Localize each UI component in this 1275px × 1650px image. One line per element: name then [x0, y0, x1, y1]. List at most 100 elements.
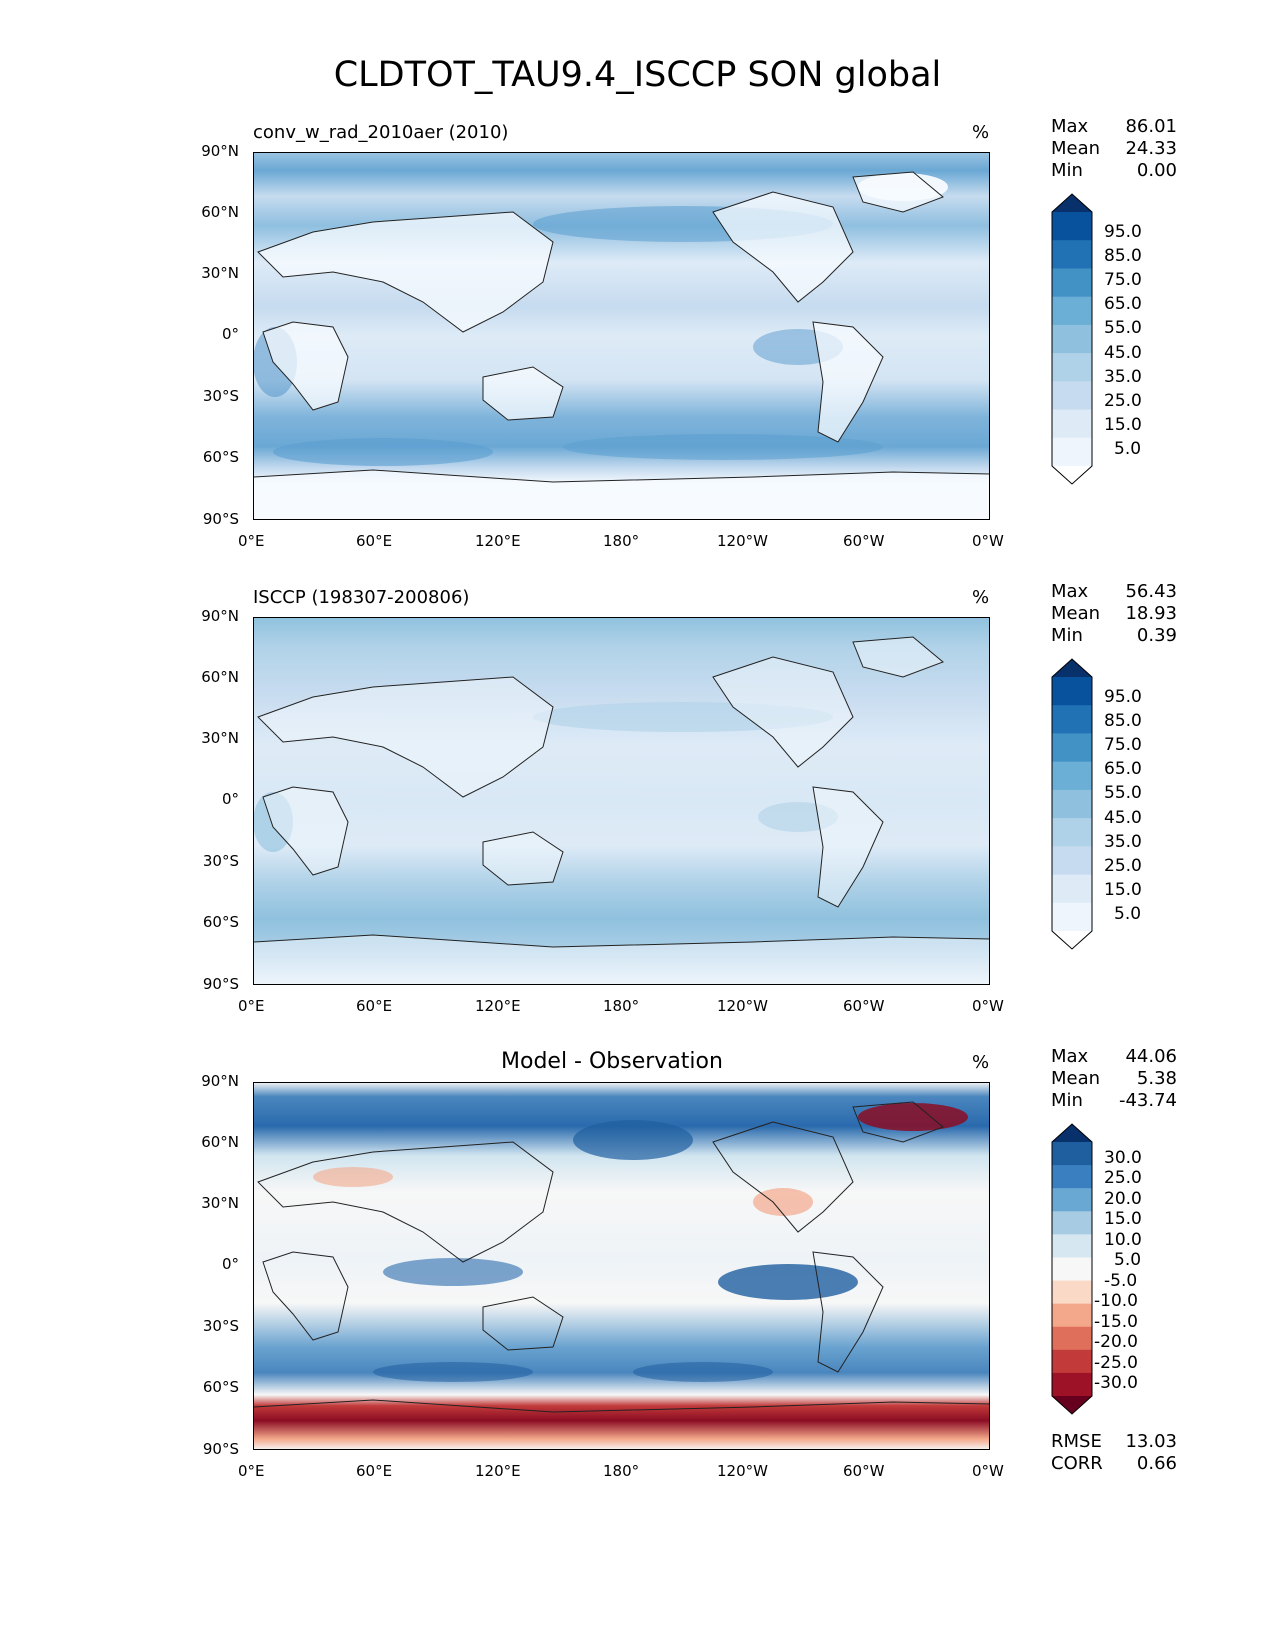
stat-max: Max 56.43 — [1051, 581, 1177, 603]
stat-max: Max 86.01 — [1051, 116, 1177, 138]
lat-tick: 30°N — [201, 264, 239, 282]
colorbar-swatch — [1052, 789, 1092, 819]
lon-tick: 0°W — [972, 532, 1004, 550]
stat-value: 13.03 — [1125, 1431, 1177, 1452]
map-panel-1 — [253, 152, 990, 520]
stat-value: 18.93 — [1125, 603, 1177, 624]
stat-min: Min -43.74 — [1051, 1090, 1177, 1112]
colorbar-label: 15.0 — [1104, 1209, 1142, 1229]
colorbar-label: 65.0 — [1104, 294, 1142, 314]
colorbar-swatch — [1052, 761, 1092, 791]
colorbar-label: 5.0 — [1114, 904, 1142, 924]
lat-tick: 60°N — [201, 1133, 239, 1151]
colorbar-outline — [1051, 1123, 1093, 1415]
map-panel-2 — [253, 617, 990, 985]
lat-tick: 30°S — [202, 1317, 239, 1335]
colorbar-swatch — [1052, 409, 1092, 439]
stat-label: Min — [1051, 625, 1083, 646]
colorbar-swatch — [1052, 212, 1092, 241]
stat-label: Min — [1051, 1090, 1083, 1111]
lat-tick: 0° — [221, 790, 239, 808]
stat-label: CORR — [1051, 1453, 1103, 1474]
colorbar-swatch — [1052, 324, 1092, 354]
stat-label: Mean — [1051, 138, 1101, 159]
colorbar-swatch — [1052, 1165, 1092, 1189]
lat-tick: 90°S — [202, 510, 239, 528]
lon-tick: 60°W — [843, 532, 885, 550]
stat-max: Max 44.06 — [1051, 1046, 1177, 1068]
colorbar-swatch — [1052, 818, 1092, 847]
lat-tick: 30°N — [201, 729, 239, 747]
colorbar-label: 55.0 — [1104, 783, 1142, 803]
colorbar-extend-max — [1052, 659, 1092, 677]
lon-tick: 120°E — [475, 997, 521, 1015]
stat-value: 5.38 — [1136, 1068, 1177, 1089]
lon-tick: 120°W — [717, 1462, 768, 1480]
stat-label: Max — [1051, 581, 1089, 602]
map-panel-3 — [253, 1082, 990, 1450]
stat-mean: Mean 24.33 — [1051, 138, 1177, 160]
colorbar-label: -5.0 — [1104, 1271, 1138, 1291]
stat-rmse: RMSE 13.03 — [1051, 1431, 1177, 1453]
stat-value: 0.39 — [1136, 625, 1177, 646]
stat-value: 86.01 — [1125, 116, 1177, 137]
colorbar-label: 95.0 — [1104, 687, 1142, 707]
lat-tick: 60°S — [202, 913, 239, 931]
colorbar-extend-max — [1052, 1124, 1092, 1142]
stat-value: 0.66 — [1136, 1453, 1177, 1474]
lat-tick: 90°N — [201, 142, 239, 160]
colorbar-swatch — [1052, 705, 1092, 734]
colorbar-swatch — [1052, 1188, 1092, 1212]
colorbar-label: 25.0 — [1104, 391, 1142, 411]
stat-corr: CORR 0.66 — [1051, 1453, 1177, 1475]
stat-mean: Mean 5.38 — [1051, 1068, 1177, 1090]
colorbar-label: 45.0 — [1104, 343, 1142, 363]
colorbar-swatch — [1052, 1234, 1092, 1258]
colorbar-label: 5.0 — [1114, 439, 1142, 459]
colorbar-swatch — [1052, 1349, 1092, 1374]
lon-tick: 60°W — [843, 1462, 885, 1480]
stat-value: 0.00 — [1136, 160, 1177, 181]
lon-tick: 120°E — [475, 1462, 521, 1480]
colorbar-label: 35.0 — [1104, 367, 1142, 387]
stat-value: 24.33 — [1125, 138, 1177, 159]
colorbar-label: 85.0 — [1104, 246, 1142, 266]
lat-tick: 90°N — [201, 1072, 239, 1090]
stat-label: Min — [1051, 160, 1083, 181]
colorbar-label: 10.0 — [1104, 1230, 1142, 1250]
colorbar-extend-min — [1052, 1396, 1092, 1414]
lon-tick: 120°E — [475, 532, 521, 550]
colorbar-swatch — [1052, 1211, 1092, 1235]
colorbar-2 — [1051, 658, 1093, 950]
lat-tick: 60°N — [201, 668, 239, 686]
colorbar-label: 5.0 — [1114, 1250, 1142, 1270]
colorbar-swatch — [1052, 1280, 1092, 1305]
colorbar-label: 75.0 — [1104, 735, 1142, 755]
lat-tick: 90°S — [202, 975, 239, 993]
colorbar-swatch — [1052, 902, 1092, 932]
lon-tick: 0°W — [972, 1462, 1004, 1480]
lon-tick: 60°E — [356, 1462, 393, 1480]
colorbar-label: -10.0 — [1094, 1291, 1138, 1311]
panel-1-title: conv_w_rad_2010aer (2010) — [253, 122, 509, 143]
panel-2-title: ISCCP (198307-200806) — [253, 587, 470, 608]
stat-label: Max — [1051, 1046, 1089, 1067]
colorbar-label: 20.0 — [1104, 1189, 1142, 1209]
colorbar-swatch — [1052, 296, 1092, 326]
colorbar-swatch — [1052, 874, 1092, 904]
lat-tick: 90°S — [202, 1440, 239, 1458]
lat-tick: 30°N — [201, 1194, 239, 1212]
colorbar-label: 95.0 — [1104, 222, 1142, 242]
lon-tick: 180° — [603, 532, 640, 550]
colorbar-label: -15.0 — [1094, 1312, 1138, 1332]
stat-label: Max — [1051, 116, 1089, 137]
colorbar-swatch — [1052, 1372, 1092, 1397]
colorbar-3 — [1051, 1123, 1093, 1415]
colorbar-outline — [1051, 658, 1093, 950]
panel-1-unit: % — [972, 122, 990, 143]
lon-tick: 60°E — [356, 997, 393, 1015]
colorbar-extend-max — [1052, 194, 1092, 212]
stat-value: 44.06 — [1125, 1046, 1177, 1067]
lon-tick: 120°W — [717, 532, 768, 550]
stat-label: RMSE — [1051, 1431, 1102, 1452]
